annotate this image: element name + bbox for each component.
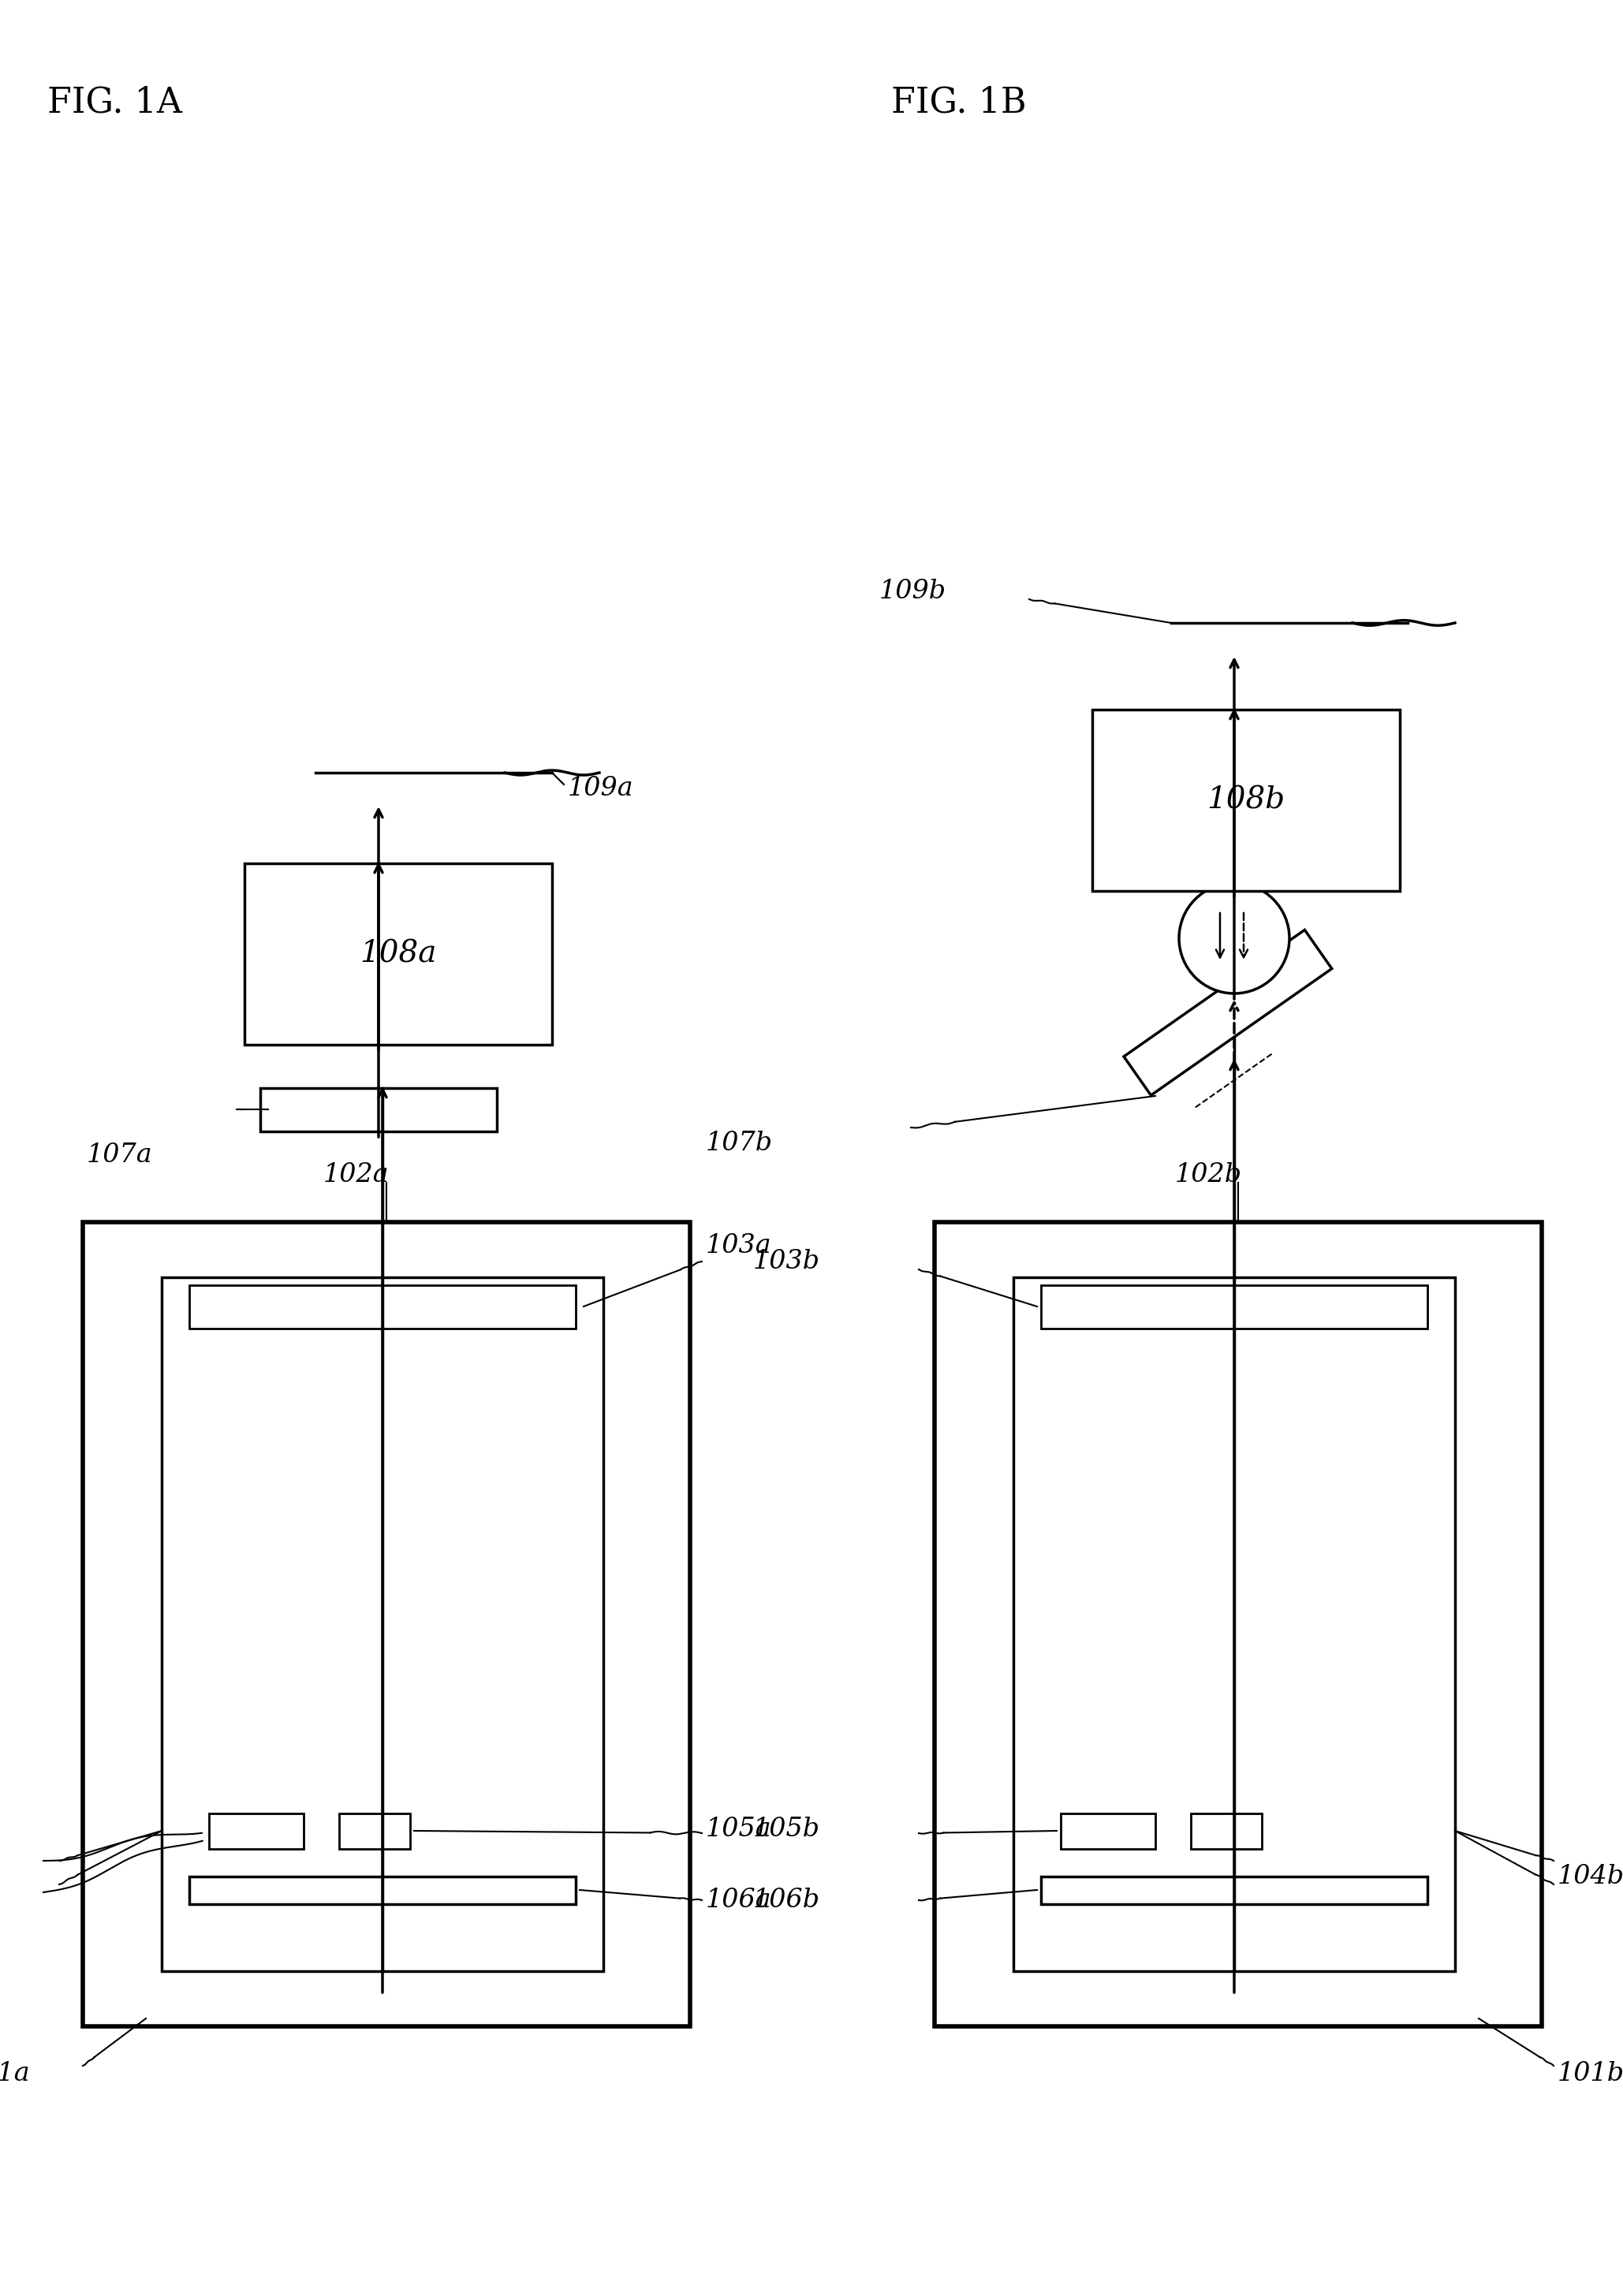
- Text: FIG. 1B: FIG. 1B: [891, 85, 1026, 119]
- Bar: [1123, 930, 1332, 1095]
- Bar: [339, 1814, 411, 1848]
- Bar: [260, 1088, 497, 1132]
- Bar: [1191, 1814, 1261, 1848]
- Text: 109b: 109b: [880, 579, 946, 604]
- Circle shape: [1178, 884, 1289, 994]
- Text: 101b: 101b: [1558, 2062, 1623, 2087]
- Text: 103a: 103a: [706, 1233, 773, 1258]
- Text: 108a: 108a: [360, 939, 437, 969]
- Bar: [935, 1221, 1542, 2027]
- Text: 102a: 102a: [323, 1162, 390, 1187]
- Bar: [162, 1277, 604, 1972]
- Text: 106a: 106a: [706, 1887, 773, 1913]
- Text: 105a: 105a: [706, 1816, 773, 1841]
- Bar: [1092, 709, 1399, 891]
- Text: 109a: 109a: [568, 776, 633, 801]
- Bar: [245, 863, 552, 1045]
- Text: 107b: 107b: [706, 1130, 773, 1155]
- Text: 108b: 108b: [1208, 785, 1285, 815]
- Text: 107a: 107a: [86, 1143, 153, 1169]
- Text: 103b: 103b: [753, 1249, 820, 1274]
- Text: 106b: 106b: [753, 1887, 820, 1913]
- Bar: [1040, 1876, 1427, 1903]
- Bar: [190, 1286, 576, 1329]
- Bar: [190, 1876, 576, 1903]
- Text: 104b: 104b: [1558, 1864, 1623, 1890]
- Text: 101a: 101a: [0, 2062, 31, 2087]
- Text: FIG. 1A: FIG. 1A: [47, 85, 182, 119]
- Bar: [1061, 1814, 1156, 1848]
- Bar: [1040, 1286, 1427, 1329]
- Bar: [1013, 1277, 1456, 1972]
- Text: 105b: 105b: [753, 1816, 820, 1841]
- Text: 102b: 102b: [1175, 1162, 1242, 1187]
- Bar: [83, 1221, 690, 2027]
- Bar: [209, 1814, 304, 1848]
